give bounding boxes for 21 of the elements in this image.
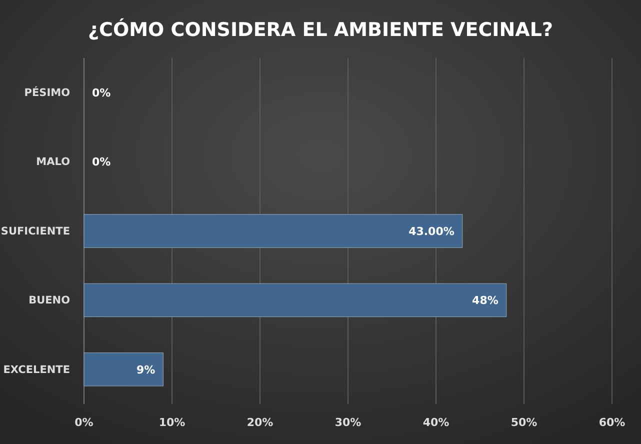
x-tick-label: 0% xyxy=(74,416,94,429)
data-label: 43.00% xyxy=(408,224,454,238)
x-tick-label: 30% xyxy=(334,416,362,429)
data-label: 0% xyxy=(92,86,111,100)
data-label: 48% xyxy=(472,294,498,308)
x-tick-label: 10% xyxy=(158,416,186,429)
data-label: 9% xyxy=(136,363,156,376)
chart-title: ¿CÓMO CONSIDERA EL AMBIENTE VECINAL? xyxy=(88,18,553,41)
data-label: 0% xyxy=(92,156,111,169)
bar xyxy=(84,352,164,386)
y-tick-label: PÉSIMO xyxy=(24,86,70,99)
x-tick-label: 60% xyxy=(598,416,626,429)
bar xyxy=(84,214,463,248)
x-tick-label: 40% xyxy=(422,416,450,429)
x-tick-label: 20% xyxy=(246,416,274,429)
y-tick-label: SUFICIENTE xyxy=(0,225,70,238)
y-tick-label: MALO xyxy=(36,156,70,168)
y-tick-label: EXCELENTE xyxy=(3,364,70,376)
bar xyxy=(84,283,507,318)
x-tick-label: 50% xyxy=(510,416,538,429)
y-tick-label: BUENO xyxy=(28,294,70,307)
